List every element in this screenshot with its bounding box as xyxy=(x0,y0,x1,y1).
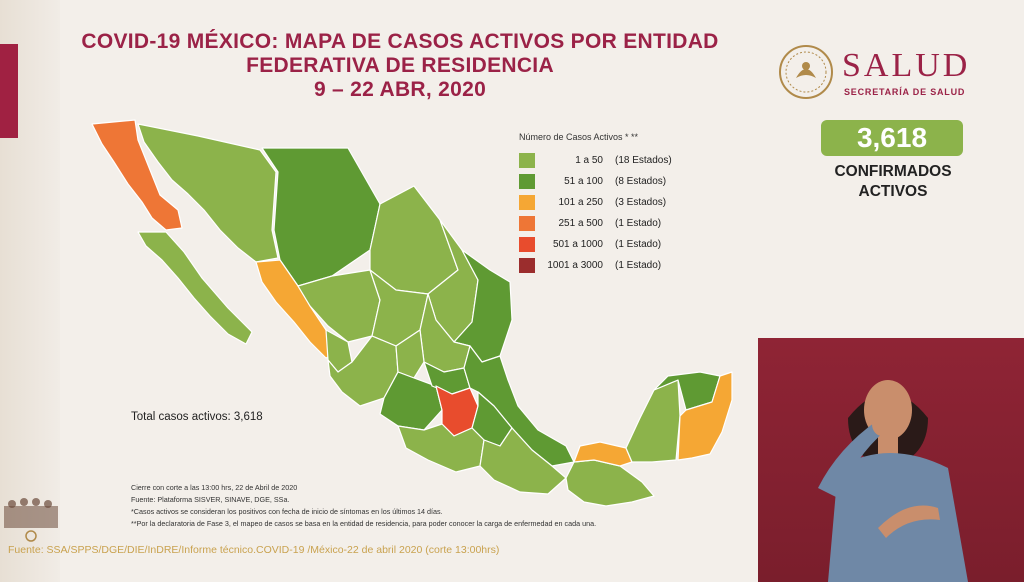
legend-item: 51 a 100 (8 Estados) xyxy=(519,171,719,192)
count-label-line-1: CONFIRMADOS xyxy=(834,163,952,180)
state-baja-california xyxy=(91,119,183,231)
legend-range: 1 a 50 xyxy=(575,155,603,166)
map-states xyxy=(91,119,733,507)
interpreter-video xyxy=(758,338,1024,582)
page-title: COVID-19 MÉXICO: MAPA DE CASOS ACTIVOS P… xyxy=(30,30,770,102)
legend-title: Número de Casos Activos * ** xyxy=(519,132,639,142)
footer-source: Fuente: SSA/SPPS/DGE/DIE/InDRE/Informe t… xyxy=(8,544,500,556)
legend-range: 1001 a 3000 xyxy=(547,260,603,271)
legend-swatch xyxy=(519,237,535,252)
legend-item: 251 a 500 (1 Estado) xyxy=(519,213,719,234)
legend-item: 501 a 1000 (1 Estado) xyxy=(519,234,719,255)
active-cases-count: 3,618 xyxy=(821,120,963,156)
legend-swatch xyxy=(519,195,535,210)
state-campeche xyxy=(625,379,681,463)
state-sonora xyxy=(137,123,279,263)
legend-states: (1 Estado) xyxy=(615,218,662,229)
mexico-map xyxy=(91,119,733,507)
legend-range: 51 a 100 xyxy=(564,176,603,187)
map-legend: Número de Casos Activos * ** 1 a 50 (18 … xyxy=(519,132,719,276)
legend-states: (1 Estado) xyxy=(615,239,662,250)
legend-swatch xyxy=(519,258,535,273)
title-line-3: 9 – 22 ABR, 2020 xyxy=(313,78,487,101)
footnotes: Cierre con corte a las 13:00 hrs, 22 de … xyxy=(131,482,596,530)
legend-swatch xyxy=(519,153,535,168)
legend-states: (1 Estado) xyxy=(615,260,662,271)
legend-states: (3 Estados) xyxy=(615,197,667,208)
legend-item: 1001 a 3000 (1 Estado) xyxy=(519,255,719,276)
interpreter-person-icon xyxy=(818,380,968,582)
legend-states: (8 Estados) xyxy=(615,176,667,187)
legend-swatch xyxy=(519,216,535,231)
coat-of-arms-icon xyxy=(779,45,833,99)
footnote-cutoff: Cierre con corte a las 13:00 hrs, 22 de … xyxy=(131,483,298,492)
legend-range: 251 a 500 xyxy=(558,218,604,229)
state-baja-california-sur xyxy=(137,231,253,345)
title-line-2: FEDERATIVA DE RESIDENCIA xyxy=(246,54,554,77)
legend-swatch xyxy=(519,174,535,189)
legend-item: 101 a 250 (3 Estados) xyxy=(519,192,719,213)
legend-range: 501 a 1000 xyxy=(552,239,603,250)
brand-subtitle: SECRETARÍA DE SALUD xyxy=(844,87,966,97)
footnote-phase: **Por la declaratoria de Fase 3, el mape… xyxy=(131,519,597,528)
footnote-source: Fuente: Plataforma SISVER, SINAVE, DGE, … xyxy=(131,495,290,504)
count-label-line-2: ACTIVOS xyxy=(858,183,928,200)
heroes-emblem-icon xyxy=(4,498,58,542)
red-accent-tab xyxy=(0,44,18,138)
state-quintana-roo xyxy=(677,371,733,461)
brand-name: SALUD xyxy=(842,47,971,84)
legend-range: 101 a 250 xyxy=(558,197,604,208)
state-coahuila xyxy=(369,185,459,295)
state-guerrero xyxy=(397,423,485,473)
active-cases-label: CONFIRMADOS ACTIVOS xyxy=(800,162,986,202)
legend-states: (18 Estados) xyxy=(615,155,672,166)
state-guanajuato xyxy=(395,329,425,379)
total-active-cases: Total casos activos: 3,618 xyxy=(131,411,263,423)
legend-item: 1 a 50 (18 Estados) xyxy=(519,150,719,171)
footnote-definition: *Casos activos se consideran los positiv… xyxy=(131,507,443,516)
title-line-1: COVID-19 MÉXICO: MAPA DE CASOS ACTIVOS P… xyxy=(81,30,719,53)
